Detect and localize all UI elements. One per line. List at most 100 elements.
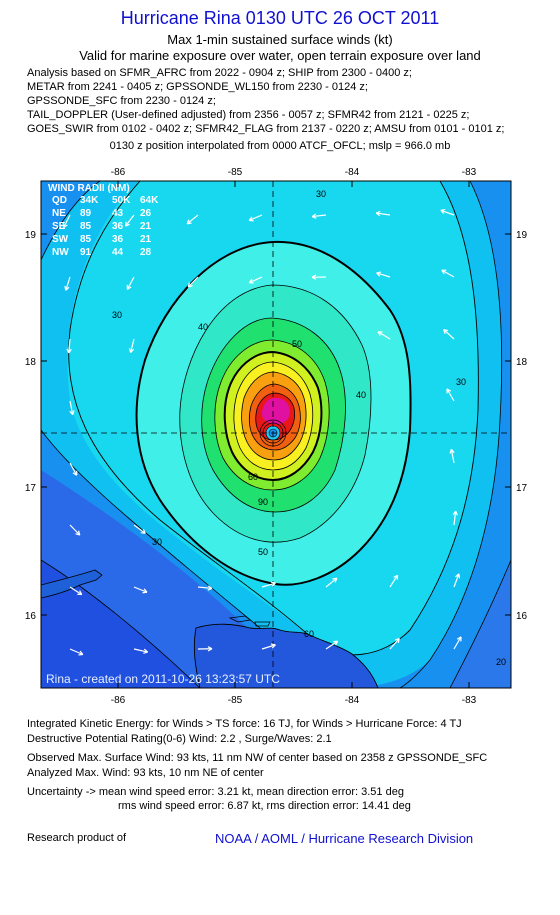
source-line-2: METAR from 2241 - 0405 z; GPSSONDE_WL150… (27, 81, 368, 93)
credit-org-link[interactable]: NOAA / AOML / Hurricane Research Divisio… (215, 831, 474, 846)
wind-vector-arrowhead (65, 286, 70, 291)
lon-tick-label: -86 (111, 695, 126, 706)
lon-tick-label: -83 (462, 695, 477, 706)
contour-label: 50 (258, 547, 268, 557)
wind-vector-arrow (63, 214, 71, 228)
wind-vector-arrowhead (394, 637, 400, 641)
wind-radii-title: WIND RADII (NM) (48, 183, 130, 194)
coastline-honduras (41, 569, 379, 688)
wind-vector-arrowhead (186, 219, 190, 225)
contour-label: 30 (456, 377, 466, 387)
wind-vector-arrowhead (376, 272, 381, 277)
wind-vector-arrow (133, 586, 148, 593)
contour-label: 40 (356, 390, 366, 400)
wind-vector-arrowhead (143, 648, 149, 653)
wind-vector-arrow (312, 214, 327, 218)
wind-vector-arrowhead (455, 510, 458, 516)
wind-vector-arrowhead (334, 577, 338, 583)
wind-vector-arrowhead (125, 223, 130, 227)
wind-vector-arrowhead (68, 348, 72, 354)
wind-vector-arrow (130, 338, 135, 353)
wind-vector-arrow (187, 276, 199, 288)
wind-vector-arrowhead (63, 224, 68, 228)
contour-label: 30 (152, 537, 162, 547)
wind-vector-arrowhead (142, 528, 146, 534)
wind-field-map: -86 -85 -84 -83 -86 -85 -84 -83 19 18 17… (25, 167, 528, 706)
wind-vector-arrow (68, 338, 71, 354)
wind-vector-arrowhead (311, 213, 317, 218)
wind-vector-arrowhead (270, 581, 276, 584)
lon-tick-label: -86 (111, 167, 126, 178)
wind-radii-cell: 36 (112, 234, 124, 245)
wind-vector-arrow (126, 276, 135, 290)
wind-radii-header-50k: 50K (112, 195, 131, 206)
contour-label: 50 (292, 339, 302, 349)
wind-vector-arrow (377, 331, 391, 340)
wind-vector-arrow (376, 272, 391, 278)
wind-vector-arrowhead (443, 329, 446, 334)
plot-frame (40, 180, 512, 689)
wind-radii-cell: 21 (140, 234, 152, 245)
wind-vector-arrow (389, 574, 399, 588)
wind-vector-arrowhead (440, 209, 445, 215)
wind-vector-arrowhead (335, 640, 339, 646)
wind-vector-arrowhead (311, 274, 317, 278)
wind-vector-arrowhead (72, 472, 77, 476)
wind-vector-arrowhead (458, 573, 461, 579)
lat-tick-label: 17 (25, 483, 37, 494)
wind-vector-arrow (325, 577, 338, 588)
wind-vector-arrowhead (270, 643, 276, 646)
lat-tick-labels: 19 18 17 16 19 18 17 16 (25, 230, 528, 622)
wind-vector-arrowhead (456, 636, 462, 640)
wind-vector-arrowhead (443, 328, 449, 332)
wind-vector-arrowhead (66, 348, 70, 354)
wind-vector-arrowhead (452, 510, 457, 516)
wind-vector-arrowhead (271, 644, 276, 649)
map-subtitle: Max 1-min sustained surface winds (kt) (167, 32, 393, 47)
wind-vector-arrowhead (143, 588, 148, 593)
wind-vector-arrowhead (79, 590, 83, 595)
wind-radii-header-34k: 34K (80, 195, 99, 206)
source-line-3: GPSSONDE_SFC from 2230 - 0124 z; (27, 95, 216, 107)
wind-vector-arrow (389, 638, 400, 650)
wind-vector-arrow (248, 276, 263, 284)
wind-vector-arrow (69, 586, 83, 596)
dpr-line: Destructive Potential Rating(0-6) Wind: … (27, 733, 332, 745)
wind-radii-cell: NW (52, 247, 69, 258)
wind-radii-cell: 85 (80, 234, 92, 245)
contour-label: 60 (304, 629, 314, 639)
lat-tick-label: 16 (516, 611, 528, 622)
wind-vector-arrow (453, 511, 457, 526)
lat-tick-label: 18 (516, 357, 528, 368)
wind-vector-arrowhead (79, 650, 84, 655)
wind-vector-arrowhead (142, 591, 148, 594)
wind-vector-arrow (69, 648, 84, 656)
wind-vector-arrowhead (248, 216, 253, 221)
wind-vector-arrowhead (393, 574, 398, 578)
wind-vector-arrowhead (130, 348, 135, 353)
wind-radii-cell: 26 (140, 208, 152, 219)
map-title: Hurricane Rina 0130 UTC 26 OCT 2011 (120, 8, 440, 28)
wind-vector-arrow (376, 212, 391, 216)
wind-radii-cell: 85 (80, 221, 92, 232)
wind-vector-arrowhead (143, 651, 148, 654)
wind-vector-arrow (197, 586, 212, 590)
wind-vector-arrowhead (441, 269, 445, 275)
wind-radii-header-qd: QD (52, 195, 67, 206)
lon-tick-label: -85 (228, 695, 243, 706)
source-line-4: TAIL_DOPPLER (User-defined adjusted) fro… (27, 109, 470, 121)
wind-vector-arrow (261, 582, 276, 588)
wind-vector-arrow (441, 269, 455, 278)
wind-vector-arrow (69, 524, 81, 536)
contour-label: 90 (258, 497, 268, 507)
wind-vector-arrow (261, 644, 276, 650)
wind-radii-cell: 21 (140, 221, 152, 232)
wind-vector-arrowhead (311, 276, 317, 280)
wind-vector-arrowhead (375, 210, 381, 214)
wind-vector-arrowhead (140, 532, 146, 534)
wind-vector-arrow (186, 214, 199, 225)
wind-vector-arrowhead (207, 648, 213, 652)
wind-vector-arrowhead (207, 585, 213, 589)
wind-vector-arrowhead (248, 278, 253, 284)
top-lon-tick-labels: -86 -85 -84 -83 (111, 167, 477, 178)
